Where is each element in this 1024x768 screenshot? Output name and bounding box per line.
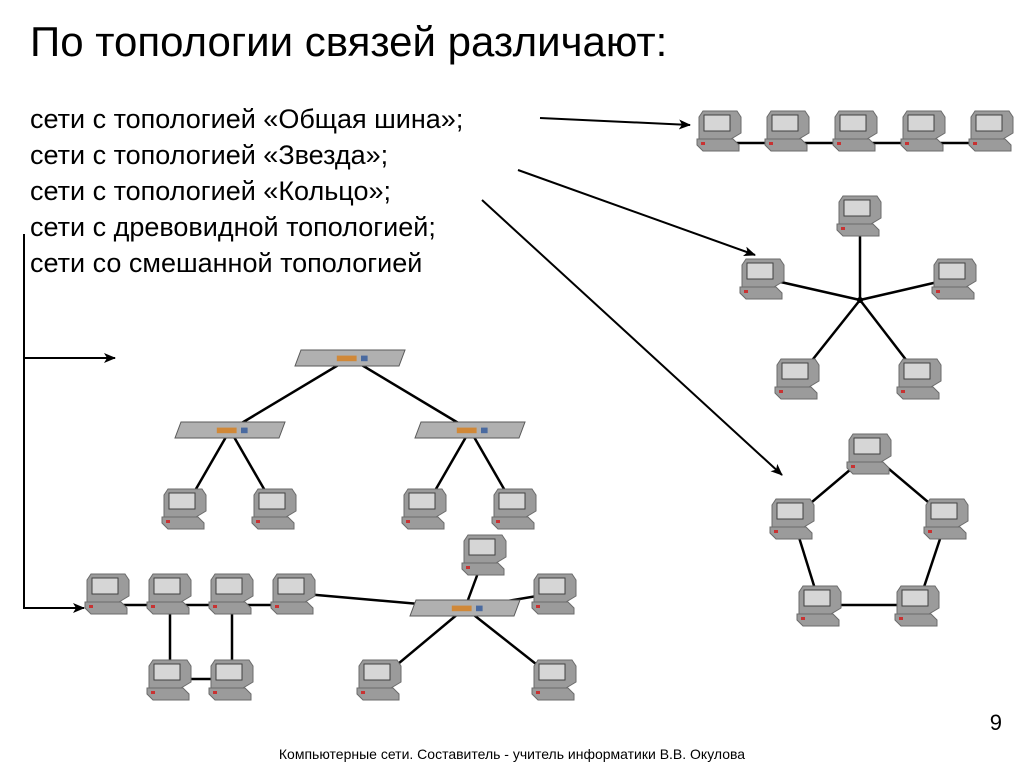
ring-node-3 [797, 586, 841, 626]
bus-node-4 [969, 111, 1013, 151]
mixed-node-0 [85, 574, 129, 614]
tree-node-0 [162, 489, 206, 529]
tree-node-3 [492, 489, 536, 529]
mixed-node-4 [462, 535, 506, 575]
star-node-4 [897, 359, 941, 399]
tree-hub-0 [295, 350, 405, 366]
arrow-3 [24, 234, 115, 358]
bus-node-1 [765, 111, 809, 151]
mixed-node-3 [271, 574, 315, 614]
footer-text: Компьютерные сети. Составитель - учитель… [0, 746, 1024, 762]
mixed-node-7 [209, 660, 253, 700]
ring-node-0 [847, 434, 891, 474]
bus-node-0 [697, 111, 741, 151]
ring-node-2 [924, 499, 968, 539]
arrow-4 [24, 282, 84, 608]
star-node-2 [932, 259, 976, 299]
arrow-1 [518, 170, 755, 255]
tree-node-2 [402, 489, 446, 529]
tree-hub-1 [175, 422, 285, 438]
bus-node-3 [901, 111, 945, 151]
mixed-node-5 [532, 574, 576, 614]
star-node-3 [775, 359, 819, 399]
mixed-node-9 [532, 660, 576, 700]
mixed-hub-0 [410, 600, 520, 616]
arrow-0 [540, 118, 690, 125]
mixed-node-8 [357, 660, 401, 700]
bus-node-2 [833, 111, 877, 151]
ring-node-1 [770, 499, 814, 539]
page-number: 9 [990, 710, 1002, 736]
topology-diagrams [0, 0, 1024, 768]
arrow-2 [482, 200, 782, 475]
mixed-node-2 [209, 574, 253, 614]
star-node-1 [740, 259, 784, 299]
tree-hub-2 [415, 422, 525, 438]
star-node-0 [837, 196, 881, 236]
tree-node-1 [252, 489, 296, 529]
mixed-node-1 [147, 574, 191, 614]
mixed-node-6 [147, 660, 191, 700]
ring-node-4 [895, 586, 939, 626]
